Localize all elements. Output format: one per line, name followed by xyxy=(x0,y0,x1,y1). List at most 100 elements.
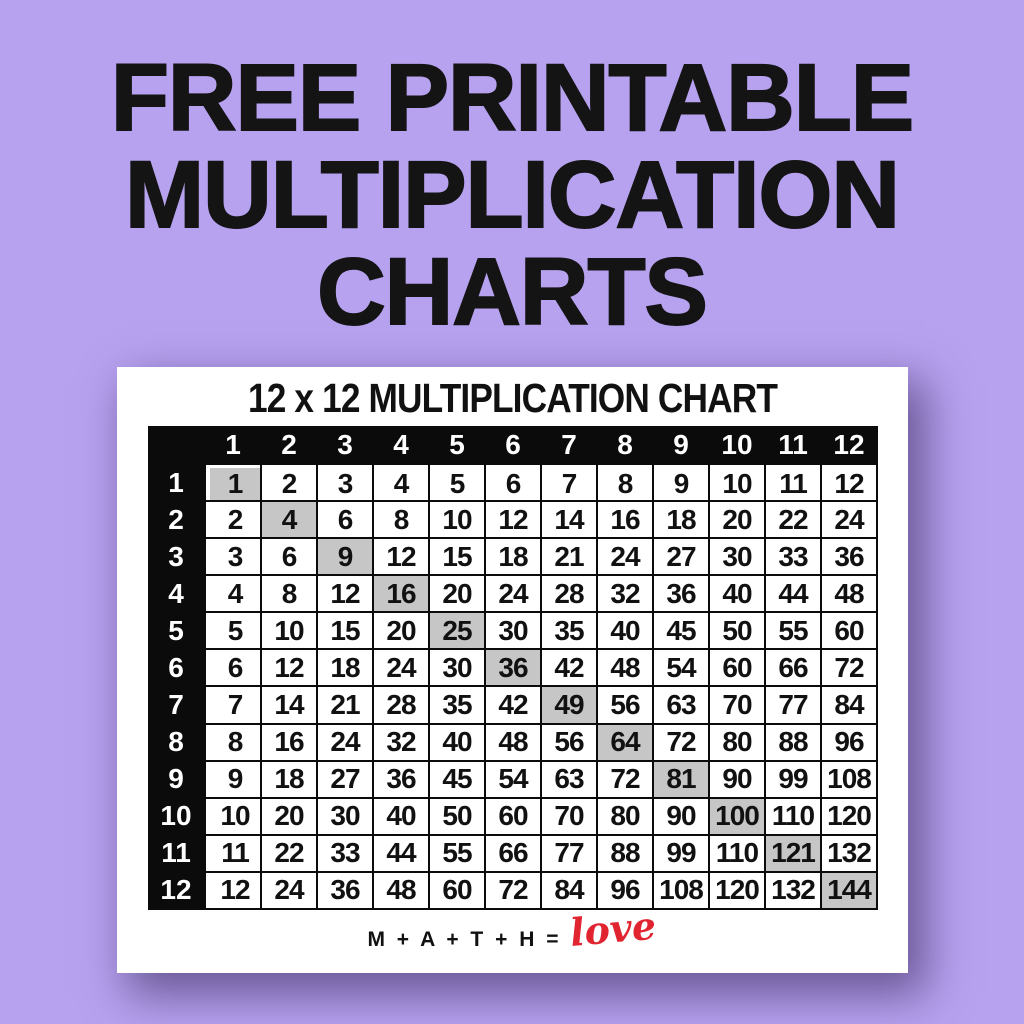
table-cell: 20 xyxy=(710,502,764,538)
table-cell: 18 xyxy=(262,761,316,797)
table-cell: 100 xyxy=(710,798,764,834)
table-cell: 70 xyxy=(542,798,596,834)
table-cell: 110 xyxy=(710,835,764,871)
table-cell: 108 xyxy=(822,761,876,797)
row-header-cell: 4 xyxy=(148,576,204,612)
table-cell: 10 xyxy=(710,465,764,501)
table-cell: 18 xyxy=(486,539,540,575)
table-cell: 12 xyxy=(822,465,876,501)
table-cell: 40 xyxy=(430,724,484,760)
table-cell: 60 xyxy=(710,650,764,686)
table-cell: 22 xyxy=(766,502,820,538)
table-cell: 12 xyxy=(374,539,428,575)
col-header-cell: 10 xyxy=(710,426,764,463)
table-cell: 96 xyxy=(822,724,876,760)
table-cell: 2 xyxy=(262,465,316,501)
table-cell: 48 xyxy=(822,576,876,612)
table-cell: 60 xyxy=(430,872,484,908)
table-cell: 33 xyxy=(766,539,820,575)
col-header-cell: 4 xyxy=(374,426,428,463)
table-cell: 11 xyxy=(206,835,260,871)
table-cell: 28 xyxy=(542,576,596,612)
col-header-cell: 6 xyxy=(486,426,540,463)
table-cell: 20 xyxy=(262,798,316,834)
table-cell: 55 xyxy=(430,835,484,871)
table-cell: 14 xyxy=(542,502,596,538)
footer-love-script: love xyxy=(568,902,659,955)
table-cell: 30 xyxy=(486,613,540,649)
footer-equation: M + A + T + H = xyxy=(367,928,562,951)
table-cell: 7 xyxy=(206,687,260,723)
table-cell: 40 xyxy=(598,613,652,649)
table-cell: 20 xyxy=(430,576,484,612)
row-header-cell: 10 xyxy=(148,798,204,834)
table-cell: 6 xyxy=(486,465,540,501)
table-cell: 42 xyxy=(486,687,540,723)
row-header-cell: 7 xyxy=(148,687,204,723)
row-header-cell: 5 xyxy=(148,613,204,649)
table-cell: 24 xyxy=(318,724,372,760)
table-cell: 36 xyxy=(654,576,708,612)
table-cell: 96 xyxy=(598,872,652,908)
table-cell: 45 xyxy=(654,613,708,649)
table-cell: 90 xyxy=(710,761,764,797)
row-header-cell: 6 xyxy=(148,650,204,686)
table-cell: 72 xyxy=(822,650,876,686)
table-cell: 63 xyxy=(542,761,596,797)
table-cell: 36 xyxy=(486,650,540,686)
col-header-cell: 2 xyxy=(262,426,316,463)
row-header-cell: 9 xyxy=(148,761,204,797)
table-cell: 110 xyxy=(766,798,820,834)
table-cell: 12 xyxy=(262,650,316,686)
table-cell: 16 xyxy=(374,576,428,612)
col-header-cell: 12 xyxy=(822,426,876,463)
table-cell: 8 xyxy=(206,724,260,760)
title-line-1: FREE PRINTABLE xyxy=(110,45,915,151)
multiplication-table: 1 2 3 4 5 6 7 8 9 10 11 12 1 1 2 3 4 5 6 7 8 9 10 11 12 2 2 4 6 8 10 12… xyxy=(148,426,878,910)
table-cell: 12 xyxy=(206,872,260,908)
table-cell: 6 xyxy=(206,650,260,686)
table-cell: 60 xyxy=(822,613,876,649)
table-cell: 99 xyxy=(766,761,820,797)
row-header-cell: 1 xyxy=(148,465,204,501)
table-cell: 99 xyxy=(654,835,708,871)
table-cell: 64 xyxy=(598,724,652,760)
col-header-cell: 11 xyxy=(766,426,820,463)
table-cell: 3 xyxy=(206,539,260,575)
col-header-cell: 5 xyxy=(430,426,484,463)
table-cell: 10 xyxy=(430,502,484,538)
table-cell: 6 xyxy=(318,502,372,538)
table-cell: 88 xyxy=(598,835,652,871)
table-cell: 4 xyxy=(262,502,316,538)
table-cell: 4 xyxy=(374,465,428,501)
table-cell: 40 xyxy=(374,798,428,834)
page-title: FREE PRINTABLE MULTIPLICATION CHARTS xyxy=(0,45,1024,342)
table-cell: 36 xyxy=(822,539,876,575)
table-cell: 14 xyxy=(262,687,316,723)
table-cell: 48 xyxy=(374,872,428,908)
table-cell: 121 xyxy=(766,835,820,871)
table-cell: 35 xyxy=(542,613,596,649)
row-header-cell: 11 xyxy=(148,835,204,871)
table-cell: 54 xyxy=(654,650,708,686)
title-line-2: MULTIPLICATION xyxy=(124,142,901,248)
row-header-cell: 3 xyxy=(148,539,204,575)
table-cell: 30 xyxy=(430,650,484,686)
row-header-cell: 12 xyxy=(148,872,204,908)
brand-footer: M + A + T + H = love xyxy=(117,903,908,955)
table-cell: 1 xyxy=(206,465,260,501)
table-cell: 8 xyxy=(598,465,652,501)
table-cell: 15 xyxy=(318,613,372,649)
table-cell: 50 xyxy=(710,613,764,649)
table-cell: 9 xyxy=(206,761,260,797)
table-cell: 9 xyxy=(318,539,372,575)
table-cell: 4 xyxy=(206,576,260,612)
table-cell: 132 xyxy=(822,835,876,871)
table-cell: 48 xyxy=(598,650,652,686)
table-cell: 56 xyxy=(542,724,596,760)
table-cell: 7 xyxy=(542,465,596,501)
table-cell: 48 xyxy=(486,724,540,760)
col-header-cell: 3 xyxy=(318,426,372,463)
col-header-cell: 1 xyxy=(206,426,260,463)
